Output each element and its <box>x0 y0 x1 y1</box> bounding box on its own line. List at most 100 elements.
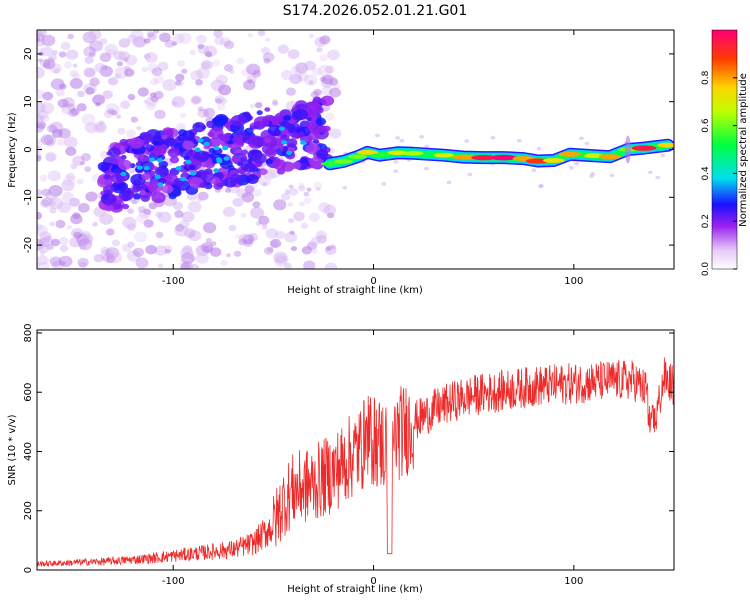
noise-blob <box>37 261 50 269</box>
signal-blob <box>212 117 221 124</box>
signal-blob <box>118 159 132 170</box>
noise-blob <box>61 191 74 202</box>
noise-blob <box>315 230 327 240</box>
signal-blob <box>264 107 271 112</box>
noise-blob <box>172 41 177 46</box>
noise-blob <box>106 49 116 58</box>
noise-blob <box>93 121 108 133</box>
signal-peak <box>149 157 156 162</box>
noise-blob <box>137 87 149 97</box>
noise-blob <box>215 98 222 104</box>
noise-blob <box>267 246 274 253</box>
noise-blob <box>316 234 328 244</box>
noise-blob <box>258 30 266 37</box>
noise-blob <box>83 46 96 57</box>
noise-blob <box>132 247 145 257</box>
noise-blob <box>293 211 305 222</box>
noise-blob <box>69 197 80 207</box>
signal-blob <box>276 168 286 175</box>
noise-blob <box>76 103 87 112</box>
noise-blob <box>99 65 114 77</box>
noise-blob <box>316 47 323 53</box>
noise-blob <box>73 231 82 239</box>
figure-title: S174.2026.052.01.21.G01 <box>283 3 468 19</box>
noise-blob <box>655 175 661 180</box>
noise-blob <box>490 135 496 140</box>
noise-blob <box>303 197 312 204</box>
signal-peak <box>286 150 293 155</box>
signal-blob <box>104 204 114 212</box>
noise-blob <box>138 208 152 219</box>
noise-blob <box>78 261 87 269</box>
noise-blob <box>146 96 158 107</box>
noise-blob <box>105 247 120 259</box>
noise-blob <box>84 56 94 64</box>
noise-blob <box>325 246 332 251</box>
noise-blob <box>314 37 327 47</box>
noise-blob <box>67 103 76 112</box>
noise-blob <box>289 230 295 235</box>
noise-blob <box>262 52 275 62</box>
noise-blob <box>55 219 66 229</box>
signal-peak <box>143 165 150 171</box>
noise-blob <box>102 90 113 99</box>
noise-blob <box>39 250 46 256</box>
noise-blob <box>238 238 247 246</box>
noise-blob <box>172 33 185 44</box>
x-tick-label: -100 <box>162 576 185 587</box>
signal-blob <box>219 133 231 143</box>
signal-blob <box>154 166 169 177</box>
noise-blob <box>303 260 316 269</box>
noise-blob <box>319 76 326 82</box>
noise-blob <box>197 43 205 50</box>
signal-blob <box>265 158 273 165</box>
noise-blob <box>584 141 590 146</box>
noise-blob <box>77 257 89 268</box>
noise-blob <box>311 67 322 77</box>
x-tick-label: 100 <box>564 576 583 587</box>
signal-blob <box>240 163 250 171</box>
noise-blob <box>538 184 544 189</box>
noise-blob <box>37 223 43 231</box>
noise-blob <box>273 251 288 264</box>
signal-blob <box>288 119 296 125</box>
signal-blob <box>108 147 121 158</box>
noise-blob <box>319 54 328 62</box>
signal-blob <box>103 185 115 194</box>
noise-blob <box>342 185 348 190</box>
noise-blob <box>262 223 268 228</box>
noise-blob <box>105 103 120 116</box>
noise-blob <box>41 197 53 207</box>
noise-blob <box>125 129 137 138</box>
noise-blob <box>49 221 55 227</box>
noise-blob <box>37 41 44 47</box>
noise-blob <box>134 231 148 243</box>
noise-blob <box>232 197 244 207</box>
noise-blob <box>274 252 289 265</box>
noise-blob <box>516 138 522 143</box>
signal-blob <box>272 159 287 170</box>
ridge-point <box>598 154 622 160</box>
noise-blob <box>299 201 305 207</box>
noise-blob <box>265 37 271 42</box>
noise-blob <box>270 238 282 248</box>
noise-blob <box>37 47 43 53</box>
noise-blob <box>58 255 73 268</box>
noise-blob <box>136 126 142 131</box>
y-tick-label: 200 <box>23 501 34 520</box>
noise-blob <box>63 61 73 69</box>
noise-blob <box>323 75 336 86</box>
noise-blob <box>143 99 149 104</box>
ridge-point <box>403 151 424 156</box>
noise-blob <box>234 234 241 240</box>
noise-blob <box>153 75 164 84</box>
noise-blob <box>100 249 115 261</box>
noise-blob <box>175 73 185 82</box>
noise-blob <box>174 224 189 237</box>
signal-peak <box>157 182 164 187</box>
signal-blob <box>103 174 111 180</box>
noise-blob <box>100 246 111 255</box>
noise-blob <box>151 67 163 77</box>
noise-blob <box>61 179 75 192</box>
signal-blob <box>230 115 246 127</box>
